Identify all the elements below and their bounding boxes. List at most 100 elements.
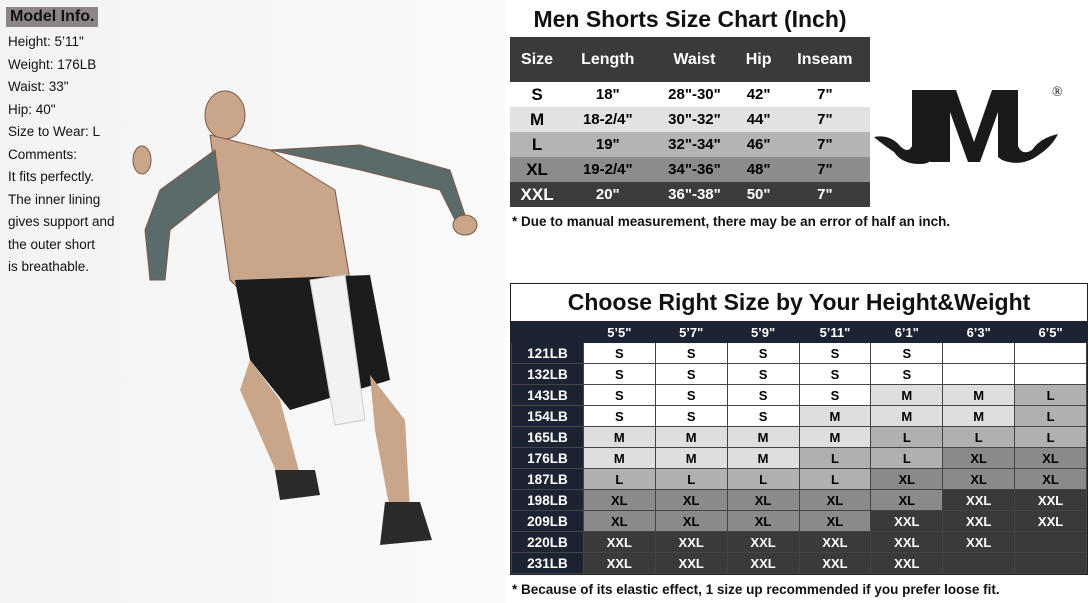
- weight-label: 187LB: [511, 468, 584, 490]
- height-weight-table: 5’5" 5’7" 5’9" 5’11" 6’1" 6’3" 6’5" 121LB S S S S S…: [511, 321, 1087, 574]
- model-info-line: Size to Wear: L: [8, 124, 101, 139]
- size-cell: L: [942, 426, 1016, 448]
- size-cell: S: [726, 405, 800, 427]
- corner-cell: [511, 321, 584, 343]
- size-cell: XL: [1014, 447, 1087, 469]
- measurement-cell: 36"-38": [668, 186, 721, 203]
- size-cell: XL: [798, 489, 872, 511]
- model-info-line: Height: 5’11": [8, 34, 84, 49]
- weight-row: 121LB S S S S S: [511, 342, 1087, 364]
- size-cell: L: [870, 447, 944, 469]
- weight-row: 176LB M M M L L XL XL: [511, 447, 1087, 469]
- model-info-line: gives support and: [8, 214, 115, 229]
- size-cell: XXL: [942, 531, 1016, 553]
- measurement-cell: 34"-36": [668, 161, 721, 178]
- measurement-cell: 7": [817, 111, 833, 128]
- size-label: L: [531, 134, 543, 154]
- column-header: Inseam: [779, 37, 870, 82]
- size-chart-title: Men Shorts Size Chart (Inch): [533, 6, 847, 32]
- column-header: Waist: [651, 37, 738, 82]
- height-header: 6’5": [1014, 321, 1087, 343]
- size-cell: S: [798, 384, 872, 406]
- size-cell: L: [1014, 426, 1087, 448]
- model-info-line: the outer short: [8, 236, 96, 252]
- size-cell: M: [582, 426, 656, 448]
- size-cell: XL: [798, 510, 872, 532]
- weight-label: 121LB: [511, 342, 584, 364]
- registered-mark: ®: [1052, 85, 1063, 100]
- size-row: XL 19-2/4" 34"-36" 48" 7": [510, 157, 870, 182]
- size-cell: M: [582, 447, 656, 469]
- size-cell: L: [870, 426, 944, 448]
- column-header: Hip: [737, 37, 780, 82]
- size-cell: XXL: [654, 552, 728, 574]
- model-info-line: Weight: 176LB: [8, 56, 97, 72]
- model-info-details: Height: 5’11" Weight: 176LB Waist: 33" Hip:…: [8, 31, 115, 279]
- weight-row: 154LB S S S M M M L: [511, 405, 1087, 427]
- size-cell: [942, 363, 1016, 385]
- size-cell: S: [654, 405, 728, 427]
- size-cell: XXL: [582, 552, 656, 574]
- size-cell: XL: [726, 489, 800, 511]
- runner-photo: [132, 90, 478, 545]
- size-row: M 18-2/4" 30"-32" 44" 7": [510, 107, 870, 132]
- measurement-cell: 18": [595, 86, 620, 103]
- weight-row: 231LB XXL XXL XXL XXL XXL: [511, 552, 1087, 574]
- height-header: 6’3": [942, 321, 1016, 343]
- size-cell: XL: [654, 489, 728, 511]
- size-cell: XL: [942, 468, 1016, 490]
- size-cell: [1014, 552, 1087, 574]
- height-header: 5’9": [726, 321, 800, 343]
- size-label: XXL: [520, 184, 554, 204]
- column-header: Size: [510, 37, 565, 82]
- size-cell: XL: [870, 468, 944, 490]
- measurement-cell: 7": [817, 161, 833, 178]
- size-cell: M: [654, 447, 728, 469]
- weight-label: 231LB: [511, 552, 584, 574]
- size-cell: M: [726, 447, 800, 469]
- size-cell: XL: [582, 489, 656, 511]
- model-info-line: Waist: 33": [8, 79, 69, 94]
- height-header-row: 5’5" 5’7" 5’9" 5’11" 6’1" 6’3" 6’5": [511, 321, 1087, 343]
- size-cell: M: [870, 405, 944, 427]
- size-cell: XL: [870, 489, 944, 511]
- size-row: L 19" 32"-34" 46" 7": [510, 132, 870, 157]
- size-cell: S: [798, 342, 872, 364]
- size-cell: M: [942, 384, 1016, 406]
- size-cell: XXL: [870, 510, 944, 532]
- size-cell: S: [798, 363, 872, 385]
- size-cell: M: [870, 384, 944, 406]
- weight-row: 165LB M M M M L L L: [511, 426, 1087, 448]
- size-cell: S: [870, 342, 944, 364]
- height-weight-chart: Choose Right Size by Your Height&Weight …: [510, 283, 1088, 575]
- size-cell: [942, 552, 1016, 574]
- size-cell: XXL: [942, 489, 1016, 511]
- weight-row: 143LB S S S S M M L: [511, 384, 1087, 406]
- size-cell: L: [1014, 384, 1087, 406]
- size-cell: L: [1014, 405, 1087, 427]
- size-cell: L: [726, 468, 800, 490]
- model-info-line: It fits perfectly.: [8, 169, 95, 184]
- weight-label: 132LB: [511, 363, 584, 385]
- size-cell: L: [798, 447, 872, 469]
- size-cell: XXL: [798, 552, 872, 574]
- size-cell: S: [654, 342, 728, 364]
- brand-logo: ®: [874, 85, 1063, 164]
- size-chart-table: Size Length Waist Hip Inseam S 18" 28"-30" 42" 7…: [510, 37, 870, 207]
- size-cell: S: [582, 405, 656, 427]
- size-cell: [1014, 342, 1087, 364]
- size-cell: S: [654, 363, 728, 385]
- elastic-fit-note: * Because of its elastic effect, 1 size …: [512, 582, 1000, 597]
- size-chart-header-row: Size Length Waist Hip Inseam: [510, 37, 870, 82]
- column-header: Length: [564, 37, 652, 82]
- size-cell: S: [582, 384, 656, 406]
- size-cell: XXL: [1014, 510, 1087, 532]
- measurement-cell: 42": [746, 86, 771, 103]
- size-cell: M: [654, 426, 728, 448]
- size-cell: XL: [654, 510, 728, 532]
- size-cell: S: [726, 363, 800, 385]
- measurement-cell: 19-2/4": [582, 161, 633, 178]
- measurement-cell: 19": [595, 136, 620, 153]
- size-cell: M: [942, 405, 1016, 427]
- size-cell: XXL: [1014, 489, 1087, 511]
